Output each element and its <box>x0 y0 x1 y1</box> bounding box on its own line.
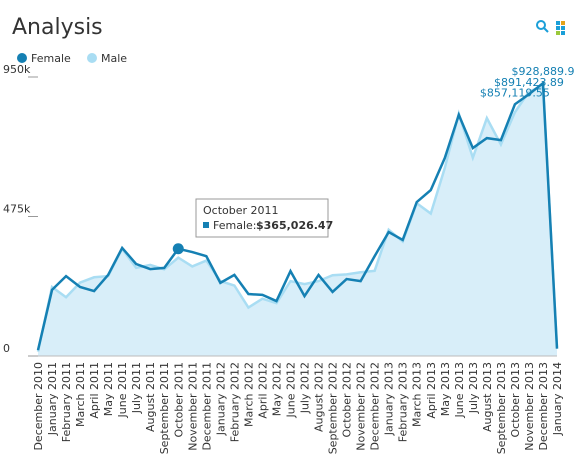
x-tick-label: October 2013 <box>509 362 522 438</box>
x-tick-label: July 2013 <box>467 362 480 414</box>
x-tick-label: December 2010 <box>32 362 45 451</box>
x-tick-label: November 2012 <box>355 362 368 451</box>
y-tick-label: 950k <box>3 63 31 76</box>
x-tick-label: May 2013 <box>439 362 452 416</box>
x-tick-label: July 2011 <box>130 362 143 414</box>
x-tick-label: February 2011 <box>60 362 73 442</box>
x-tick-label: October 2012 <box>341 362 354 438</box>
x-tick-label: September 2013 <box>495 362 508 454</box>
x-tick-label: May 2012 <box>270 362 283 416</box>
y-tick-label: 0 <box>3 342 10 355</box>
area <box>38 85 557 357</box>
x-tick-label: January 2011 <box>46 362 59 436</box>
legend-marker <box>87 53 97 63</box>
x-tick-label: September 2012 <box>327 362 340 454</box>
data-label: $928,889.9 <box>511 65 574 78</box>
x-tick-label: April 2012 <box>256 362 269 419</box>
x-tick-label: November 2013 <box>523 362 536 451</box>
grid-icon[interactable] <box>556 21 565 35</box>
x-tick-label: April 2011 <box>88 362 101 419</box>
x-tick-label: October 2011 <box>172 362 185 438</box>
x-tick-label: April 2013 <box>425 362 438 419</box>
x-tick-label: December 2012 <box>369 362 382 451</box>
tooltip-value: $365,026.47 <box>256 219 333 232</box>
x-tick-label: March 2013 <box>411 362 424 427</box>
x-tick-label: May 2011 <box>102 362 115 416</box>
x-tick-label: March 2011 <box>74 362 87 427</box>
tooltip-title: October 2011 <box>203 204 279 217</box>
tooltip-box <box>195 198 329 238</box>
x-tick-label: February 2012 <box>228 362 241 442</box>
x-tick-label: March 2012 <box>242 362 255 427</box>
x-tick-label: June 2012 <box>284 362 297 418</box>
legend-marker <box>17 53 27 63</box>
x-tick-label: January 2014 <box>551 362 564 436</box>
x-tick-label: December 2013 <box>537 362 550 451</box>
legend-label: Male <box>101 52 127 65</box>
x-tick-label: February 2013 <box>397 362 410 442</box>
x-tick-label: December 2011 <box>200 362 213 451</box>
tooltip-marker <box>203 222 209 228</box>
x-tick-label: November 2011 <box>186 362 199 451</box>
x-tick-label: August 2013 <box>481 362 494 432</box>
legend-label: Female <box>31 52 71 65</box>
x-tick-label: June 2011 <box>116 362 129 418</box>
x-tick-label: January 2013 <box>383 362 396 436</box>
line <box>36 80 559 351</box>
data-label: $891,423.89 <box>494 76 564 89</box>
data-label: $857,119.55 <box>480 86 550 99</box>
x-tick-label: August 2012 <box>313 362 326 432</box>
page-title: Analysis <box>12 15 103 40</box>
y-tick-label: 475k <box>3 203 31 216</box>
x-tick-label: January 2012 <box>214 362 227 436</box>
x-tick-label: August 2011 <box>144 362 157 432</box>
hover-point <box>172 243 184 255</box>
tooltip: October 2011 Female: $365,026.47 <box>195 198 333 238</box>
x-tick-label: June 2013 <box>453 362 466 418</box>
x-tick-label: July 2012 <box>299 362 312 414</box>
tooltip-label: Female: <box>213 219 256 232</box>
search-icon[interactable] <box>536 20 549 33</box>
x-tick-label: September 2011 <box>158 362 171 454</box>
